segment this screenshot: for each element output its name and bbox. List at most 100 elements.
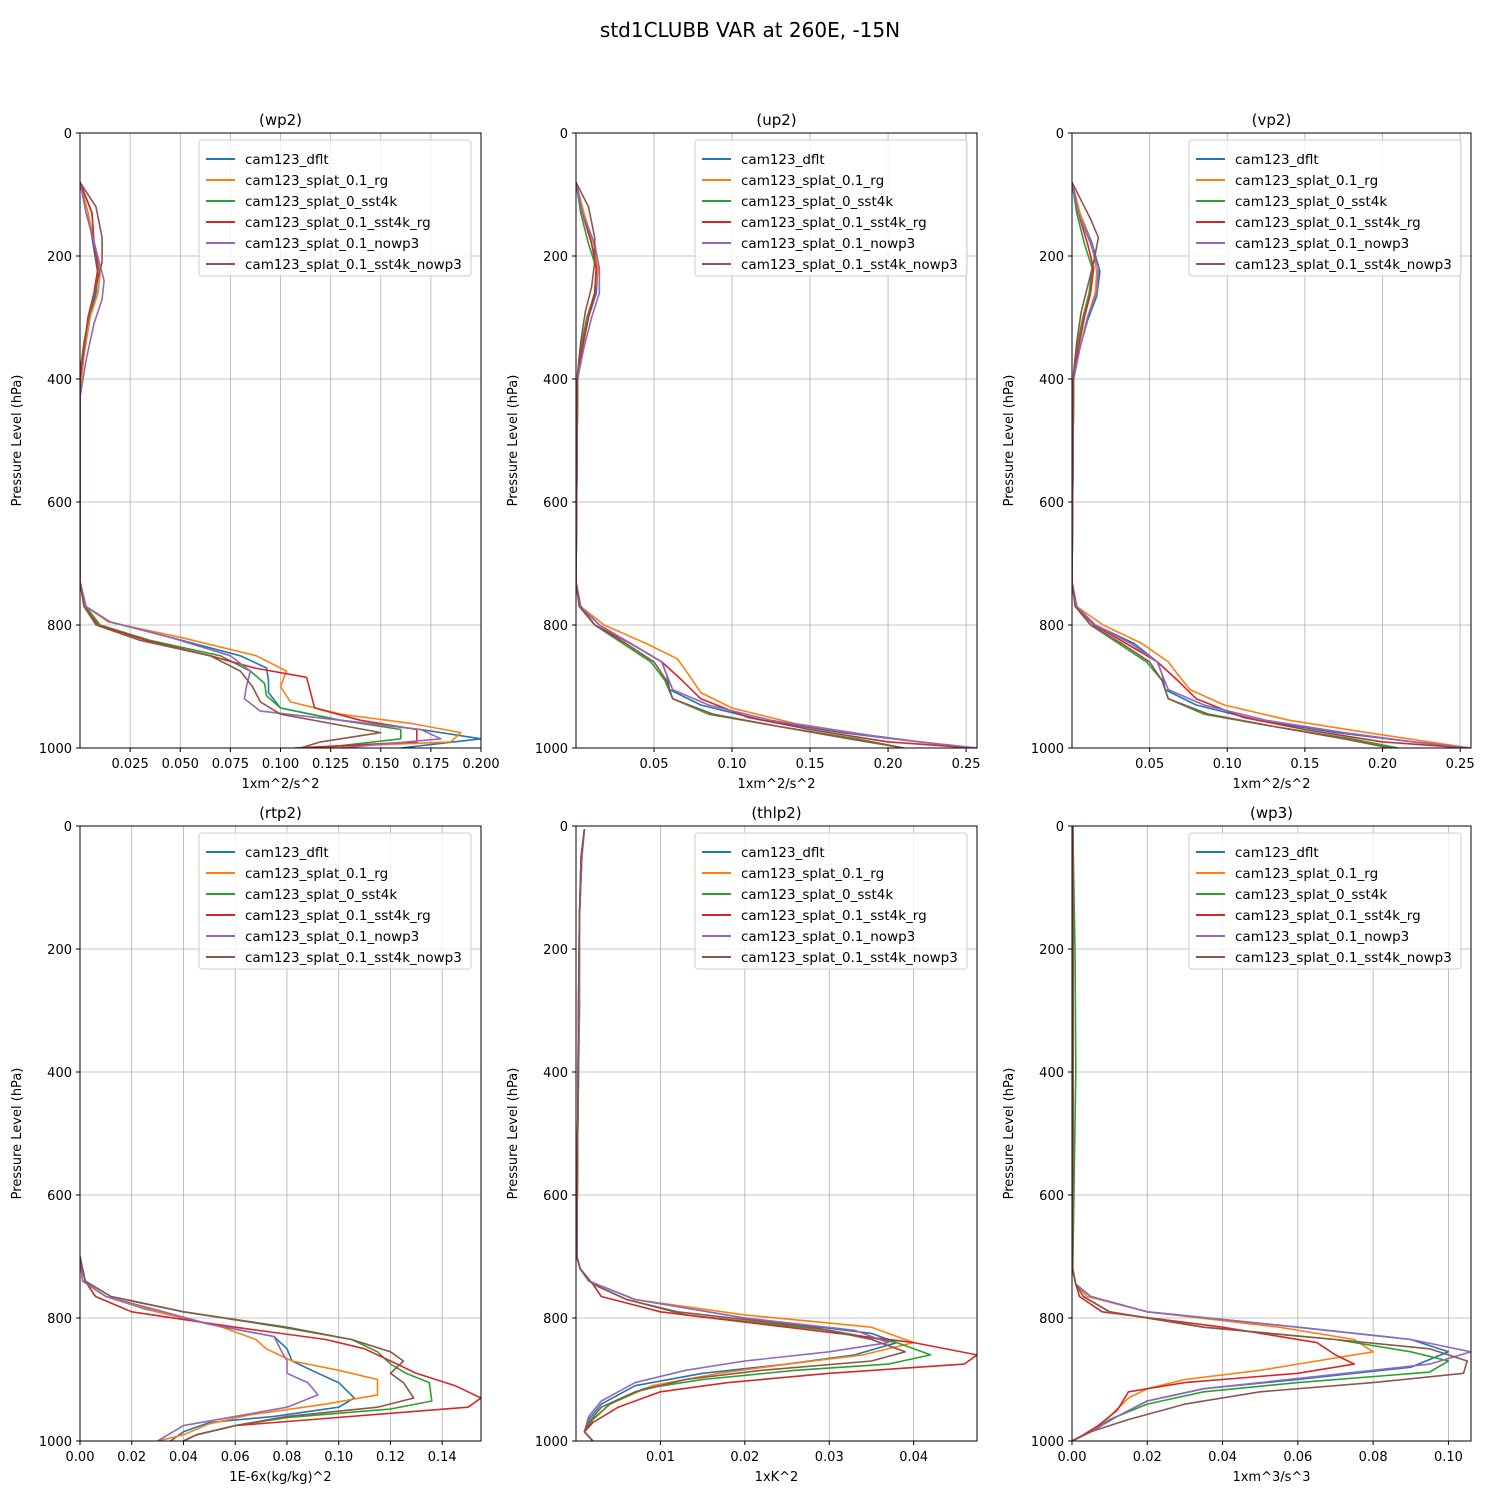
y-tick-label: 1000 <box>1031 1435 1064 1450</box>
legend-entry: cam123_splat_0.1_nowp3 <box>245 236 419 252</box>
panel-title: (thlp2) <box>751 804 801 822</box>
x-tick-label: 0.075 <box>212 757 249 772</box>
y-tick-label: 600 <box>47 1189 72 1204</box>
legend-entry: cam123_splat_0.1_sst4k_nowp3 <box>741 257 958 273</box>
x-tick-label: 0.14 <box>428 1450 457 1465</box>
x-tick-label: 0.04 <box>1208 1450 1237 1465</box>
panel-title: (rtp2) <box>259 804 302 822</box>
legend-entry: cam123_splat_0.1_nowp3 <box>741 929 915 945</box>
y-tick-label: 1000 <box>39 1435 72 1450</box>
y-tick-label: 400 <box>543 373 568 388</box>
axes-frame <box>575 132 978 749</box>
legend-entry: cam123_splat_0_sst4k <box>1235 194 1387 210</box>
legend-entry: cam123_splat_0_sst4k <box>245 887 397 903</box>
series-line-cam123_splat_0.1_rg <box>80 181 462 748</box>
y-tick-label: 1000 <box>39 742 72 757</box>
y-tick-label: 200 <box>543 250 568 265</box>
x-tick-label: 0.100 <box>262 757 299 772</box>
series-line-cam123_splat_0.1_nowp3 <box>80 1256 319 1441</box>
y-tick-label: 200 <box>543 943 568 958</box>
legend-entry: cam123_splat_0.1_sst4k_rg <box>1235 215 1421 231</box>
legend: cam123_dflt cam123_splat_0.1_rg cam123_spl… <box>198 139 472 277</box>
x-tick-label: 0.04 <box>169 1450 198 1465</box>
y-axis-label: Pressure Level (hPa) <box>10 1068 25 1200</box>
y-tick-label: 400 <box>47 373 72 388</box>
legend-entry: cam123_dflt <box>1235 845 1319 861</box>
panel-title: (vp2) <box>1252 111 1292 129</box>
series-line-cam123_splat_0.1_nowp3 <box>80 182 442 748</box>
x-tick-label: 0.10 <box>1213 757 1242 772</box>
panel-title: (up2) <box>756 111 796 129</box>
series-line-cam123_splat_0.1_rg <box>1072 182 1471 748</box>
y-tick-label: 600 <box>1039 1189 1064 1204</box>
y-tick-label: 1000 <box>1031 742 1064 757</box>
legend-entry: cam123_splat_0_sst4k <box>741 194 893 210</box>
series-line-cam123_splat_0.1_sst4k_rg <box>80 1256 481 1441</box>
legend-entry: cam123_dflt <box>245 845 329 861</box>
y-tick-label: 400 <box>1039 1066 1064 1081</box>
legend-entry: cam123_splat_0.1_sst4k_rg <box>741 908 927 924</box>
y-tick-label: 0 <box>560 820 568 835</box>
x-tick-label: 0.06 <box>221 1450 250 1465</box>
y-tick-label: 200 <box>1039 943 1064 958</box>
series-line-cam123_splat_0.1_sst4k_nowp3 <box>1072 181 1391 748</box>
x-tick-label: 0.05 <box>640 757 669 772</box>
legend-entry: cam123_splat_0.1_sst4k_rg <box>245 215 431 231</box>
legend-entry: cam123_dflt <box>741 152 825 168</box>
panel-rtp2: 0.00 0.02 0.04 0.06 0.08 0.10 0.12 0.14 0 200 400 6… <box>10 804 482 1485</box>
legend-entry: cam123_splat_0_sst4k <box>741 887 893 903</box>
legend-entry: cam123_splat_0.1_sst4k_nowp3 <box>741 950 958 966</box>
legend-box <box>198 139 472 277</box>
y-axis-label: Pressure Level (hPa) <box>10 375 25 507</box>
figure-title: std1CLUBB VAR at 260E, -15N <box>600 18 900 42</box>
legend-entry: cam123_splat_0.1_sst4k_nowp3 <box>1235 950 1452 966</box>
x-tick-label: 0.08 <box>272 1450 301 1465</box>
legend-box <box>1188 832 1462 970</box>
legend-entry: cam123_splat_0.1_rg <box>245 866 388 882</box>
y-tick-label: 0 <box>560 127 568 142</box>
panel-title: (wp2) <box>259 111 302 129</box>
x-axis-label: 1xm^2/s^2 <box>1232 777 1310 792</box>
series-line-cam123_splat_0.1_sst4k_nowp3 <box>80 181 382 748</box>
x-tick-label: 0.200 <box>462 757 499 772</box>
legend-entry: cam123_splat_0.1_rg <box>1235 866 1378 882</box>
legend-entry: cam123_splat_0.1_rg <box>741 173 884 189</box>
y-axis-label: Pressure Level (hPa) <box>1002 375 1017 507</box>
y-tick-label: 0 <box>64 127 72 142</box>
y-axis-label: Pressure Level (hPa) <box>1002 1068 1017 1200</box>
x-axis-label: 1E-6x(kg/kg)^2 <box>229 1470 331 1485</box>
x-tick-label: 0.25 <box>952 757 981 772</box>
legend-entry: cam123_splat_0.1_sst4k_nowp3 <box>245 257 462 273</box>
legend-entry: cam123_splat_0.1_sst4k_rg <box>741 215 927 231</box>
legend-entry: cam123_splat_0.1_sst4k_nowp3 <box>245 950 462 966</box>
panel-wp3: 0.00 0.02 0.04 0.06 0.08 0.10 0 200 400 600 800 100… <box>1002 804 1472 1485</box>
x-tick-label: 0.02 <box>730 1450 759 1465</box>
y-tick-label: 200 <box>47 943 72 958</box>
x-tick-label: 0.125 <box>312 757 349 772</box>
y-axis-label: Pressure Level (hPa) <box>506 375 521 507</box>
y-tick-label: 800 <box>543 1312 568 1327</box>
x-tick-label: 0.10 <box>1434 1450 1463 1465</box>
legend-entry: cam123_splat_0_sst4k <box>245 194 397 210</box>
x-tick-label: 0.10 <box>324 1450 353 1465</box>
y-tick-label: 600 <box>543 496 568 511</box>
y-tick-label: 0 <box>1056 127 1064 142</box>
legend: cam123_dflt cam123_splat_0.1_rg cam123_spl… <box>1188 139 1462 277</box>
legend: cam123_dflt cam123_splat_0.1_rg cam123_spl… <box>198 832 472 970</box>
panel-wp2: 0.025 0.050 0.075 0.100 0.125 0.150 0.175 0.200… <box>10 111 500 792</box>
x-tick-label: 0.02 <box>1133 1450 1162 1465</box>
y-tick-label: 200 <box>1039 250 1064 265</box>
legend: cam123_dflt cam123_splat_0.1_rg cam123_spl… <box>694 832 968 970</box>
series-line-cam123_splat_0.1_rg <box>576 182 977 748</box>
series-line-cam123_splat_0.1_sst4k_nowp3 <box>80 1256 415 1441</box>
x-axis-label: 1xm^2/s^2 <box>241 777 319 792</box>
x-tick-label: 0.20 <box>874 757 903 772</box>
y-tick-label: 400 <box>1039 373 1064 388</box>
x-tick-label: 0.01 <box>646 1450 675 1465</box>
legend-entry: cam123_splat_0.1_nowp3 <box>1235 929 1409 945</box>
y-tick-label: 0 <box>64 820 72 835</box>
x-tick-label: 0.00 <box>66 1450 95 1465</box>
legend-entry: cam123_splat_0.1_sst4k_rg <box>245 908 431 924</box>
y-tick-label: 800 <box>47 619 72 634</box>
